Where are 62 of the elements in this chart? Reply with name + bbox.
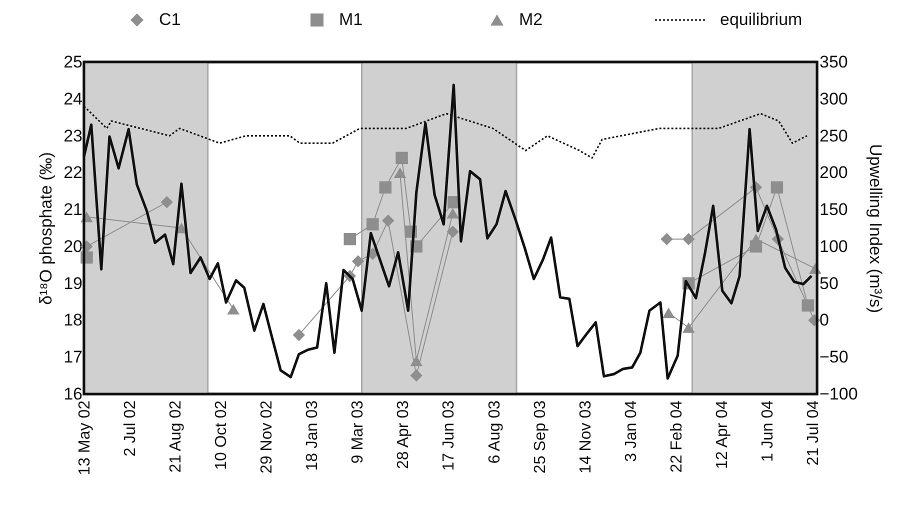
y2-tick-label: 100	[820, 236, 848, 256]
y2-tick-label: 300	[820, 89, 848, 108]
y2-tick-label: 150	[820, 200, 848, 220]
y2-tick-label: −100	[820, 384, 858, 404]
y2-tick-label: 0	[820, 310, 829, 330]
point	[382, 214, 394, 227]
y2-tick-label: 350	[820, 52, 848, 72]
x-tick-label: 21 Jul 04	[804, 400, 822, 466]
legend-label: M1	[339, 10, 363, 29]
point	[682, 232, 695, 246]
point	[770, 181, 784, 194]
x-tick-label: 6 Aug 03	[486, 400, 504, 464]
point	[446, 208, 459, 219]
point	[446, 226, 459, 238]
x-tick-label: 28 Apr 03	[395, 400, 412, 469]
point	[682, 322, 695, 333]
y2-axis-title: Upwelling Index (m³/s)	[866, 144, 885, 314]
y-tick-label: 21	[64, 200, 82, 220]
x-tick-label: 17 Jun 03	[440, 400, 458, 471]
x-tick-label: 13 May 02	[76, 400, 94, 476]
point	[292, 328, 306, 342]
point	[410, 355, 422, 366]
point	[344, 232, 356, 246]
y2-tick-label: −50	[820, 348, 848, 367]
y-axis-title: δ¹⁸O phosphate (‰)	[36, 152, 56, 305]
x-tick-label: 2 Jul 02	[122, 400, 140, 457]
x-tick-label: 1 Jun 04	[759, 400, 776, 462]
point	[410, 369, 422, 382]
point	[160, 196, 173, 208]
x-tick-label: 12 Apr 04	[714, 400, 731, 469]
point	[396, 152, 408, 164]
point	[366, 218, 379, 230]
point	[660, 232, 673, 246]
y-tick-label: 22	[64, 163, 82, 182]
y-tick-label: 18	[64, 310, 82, 330]
y2-tick-label: 50	[820, 274, 838, 293]
point	[802, 299, 814, 312]
point	[379, 181, 392, 194]
y-tick-label: 23	[64, 126, 82, 146]
x-tick-label: 9 Mar 03	[350, 400, 367, 464]
y2-tick-label: 200	[820, 163, 848, 182]
x-tick-label: 29 Nov 02	[258, 400, 276, 474]
legend-label: C1	[159, 10, 181, 29]
y-tick-label: 17	[64, 348, 82, 367]
x-tick-label: 25 Sep 03	[532, 400, 549, 474]
y-tick-label: 19	[64, 274, 82, 293]
point	[227, 304, 240, 314]
point	[394, 167, 406, 178]
x-tick-label: 10 Oct 02	[213, 400, 230, 470]
x-tick-label: 14 Nov 03	[577, 400, 594, 474]
legend-label: M2	[519, 10, 543, 29]
y2-tick-label: 250	[820, 126, 848, 146]
x-tick-label: 21 Aug 02	[168, 400, 185, 473]
x-tick-label: 22 Feb 04	[668, 400, 686, 473]
x-tick-label: 3 Jan 04	[622, 400, 640, 462]
x-tick-label: 18 Jan 03	[304, 400, 322, 471]
y-tick-label: 25	[64, 52, 82, 72]
point	[352, 255, 364, 268]
y-tick-label: 20	[64, 236, 82, 256]
legend-label: equilibrium	[720, 10, 802, 29]
point	[662, 308, 675, 318]
y-tick-label: 24	[64, 89, 82, 108]
